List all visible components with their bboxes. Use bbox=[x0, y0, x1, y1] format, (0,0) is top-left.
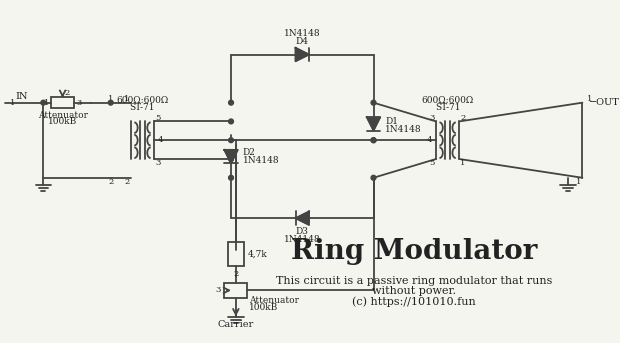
Text: 4,7k: 4,7k bbox=[247, 250, 267, 259]
Text: ST-71: ST-71 bbox=[435, 104, 461, 113]
Text: D3: D3 bbox=[296, 227, 309, 236]
Circle shape bbox=[41, 100, 46, 105]
Text: ST-71: ST-71 bbox=[130, 104, 155, 113]
Text: Attenuator: Attenuator bbox=[38, 111, 87, 120]
Text: 1: 1 bbox=[576, 178, 581, 186]
Polygon shape bbox=[367, 117, 380, 131]
Text: 5: 5 bbox=[430, 159, 435, 167]
Text: 1N4148: 1N4148 bbox=[284, 235, 321, 244]
Text: 600Ω:600Ω: 600Ω:600Ω bbox=[117, 96, 169, 105]
Circle shape bbox=[229, 138, 234, 143]
Text: 100kB: 100kB bbox=[249, 303, 278, 312]
Polygon shape bbox=[296, 211, 309, 225]
Text: 3: 3 bbox=[215, 286, 221, 294]
Text: 100kB: 100kB bbox=[48, 117, 78, 127]
Text: 1: 1 bbox=[10, 99, 16, 107]
Circle shape bbox=[108, 100, 113, 105]
Text: 3: 3 bbox=[76, 99, 81, 107]
Text: Carrier: Carrier bbox=[218, 320, 254, 329]
Text: Ring Modulator: Ring Modulator bbox=[291, 238, 537, 265]
Text: Attenuator: Attenuator bbox=[249, 296, 299, 305]
Circle shape bbox=[229, 175, 234, 180]
Text: 3: 3 bbox=[155, 159, 161, 167]
Text: 2: 2 bbox=[125, 178, 130, 186]
Bar bbox=[228, 242, 244, 266]
Text: 2: 2 bbox=[233, 270, 239, 278]
Text: D4: D4 bbox=[296, 37, 309, 46]
Text: 1: 1 bbox=[587, 95, 593, 103]
Text: D2: D2 bbox=[242, 148, 255, 157]
Text: 1: 1 bbox=[460, 159, 466, 167]
Text: 1: 1 bbox=[125, 95, 130, 103]
Circle shape bbox=[229, 156, 234, 162]
Text: 1: 1 bbox=[44, 99, 49, 107]
Text: IN: IN bbox=[15, 92, 27, 102]
Circle shape bbox=[229, 119, 234, 124]
Text: 1N4148: 1N4148 bbox=[284, 29, 321, 38]
Text: 1: 1 bbox=[108, 95, 113, 103]
Circle shape bbox=[371, 100, 376, 105]
Text: 3: 3 bbox=[430, 114, 435, 121]
Polygon shape bbox=[224, 150, 238, 163]
Circle shape bbox=[371, 138, 376, 143]
Text: 2: 2 bbox=[108, 178, 113, 186]
Text: This circuit is a passive ring modulator that runs: This circuit is a passive ring modulator… bbox=[276, 276, 552, 286]
Text: 1N4148: 1N4148 bbox=[385, 125, 422, 134]
Bar bbox=[51, 97, 74, 108]
Circle shape bbox=[229, 100, 234, 105]
Text: 4: 4 bbox=[158, 136, 164, 144]
Text: D1: D1 bbox=[385, 117, 398, 126]
Text: 1N4148: 1N4148 bbox=[242, 156, 279, 165]
Polygon shape bbox=[296, 48, 309, 61]
Text: 2: 2 bbox=[64, 89, 69, 97]
Text: without power.: without power. bbox=[372, 286, 456, 296]
Text: −OUT: −OUT bbox=[589, 98, 620, 107]
Text: 4: 4 bbox=[427, 136, 432, 144]
Text: (c) https://101010.fun: (c) https://101010.fun bbox=[352, 297, 476, 307]
Circle shape bbox=[371, 138, 376, 143]
Circle shape bbox=[371, 175, 376, 180]
Text: 5: 5 bbox=[155, 114, 161, 121]
Text: 2: 2 bbox=[461, 114, 466, 121]
Text: 600Ω:600Ω: 600Ω:600Ω bbox=[422, 96, 474, 105]
Bar bbox=[224, 283, 247, 298]
